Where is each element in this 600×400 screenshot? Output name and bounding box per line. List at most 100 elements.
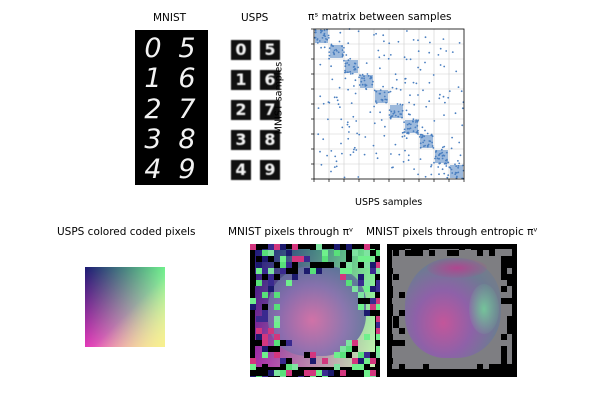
mnist-digit: 3 [144,124,162,155]
matrix-point [417,129,419,132]
edge-block [393,316,399,322]
matrix-point [433,120,436,122]
edge-block [453,250,459,256]
edge-block [513,322,517,328]
pixel-block [316,244,322,250]
matrix-point [316,42,319,44]
matrix-point [419,68,422,71]
matrix-point [358,133,361,136]
pixel-block [334,250,340,256]
edge-block [387,358,393,364]
matrix-point [399,89,402,91]
matrix-point [434,157,436,160]
pixel-block [268,370,274,376]
pixel-block [364,286,370,292]
matrix-point [412,39,415,41]
pixel-block [346,280,352,286]
matrix-point [382,85,384,88]
pixel-block [352,340,358,346]
matrix-point [387,57,390,60]
matrix-point [363,75,365,78]
matrix-point [358,76,360,79]
pixel-block [370,268,376,274]
transport-matrix-plot [311,28,465,182]
pixel-block [352,358,358,364]
pixel-block [376,346,380,352]
pixel-block [262,334,268,340]
matrix-point [430,173,433,176]
edge-block [489,250,495,256]
mnist-digit: 9 [178,154,196,185]
edge-block [387,304,393,310]
edge-block [501,334,507,340]
pixel-block [358,280,364,286]
matrix-point [397,115,400,118]
matrix-point [426,145,429,148]
matrix-point [429,41,431,44]
matrix-point [339,31,342,34]
matrix-point [359,74,361,77]
matrix-point [317,133,320,136]
through-pixel-noise [250,244,380,377]
pixel-block [334,364,340,370]
matrix-point [417,119,419,122]
matrix-point [330,150,333,152]
matrix-point [442,95,445,98]
matrix-point [320,30,323,32]
matrix-point [316,38,319,40]
matrix-point [439,64,442,66]
pixel-block [358,298,364,304]
matrix-point [412,81,415,84]
pixel-block [292,274,298,280]
matrix-point [353,148,355,151]
matrix-point [379,67,381,70]
pixel-block [340,244,346,250]
edge-block [441,370,447,376]
pixel-block [268,280,274,286]
matrix-point [347,88,349,91]
matrix-point [412,118,415,121]
matrix-point [401,109,404,112]
matrix-point [428,51,431,54]
edge-block [387,268,393,274]
mnist-digit: 4 [144,154,162,185]
matrix-point [390,110,393,113]
edge-block [513,358,517,364]
pixel-block [364,370,370,376]
pixel-block [286,364,292,370]
pixel-block [370,358,376,364]
matrix-point [403,135,406,137]
matrix-point [394,73,397,76]
matrix-point [455,70,458,73]
pixel-block [346,268,352,274]
pixel-block [346,256,352,262]
edge-block [513,274,517,280]
pixel-block [262,268,268,274]
pixel-block [256,268,262,274]
matrix-point [451,172,454,174]
matrix-point [417,94,419,96]
matrix-point [355,149,358,151]
pixel-block [334,244,340,250]
edge-block [489,244,495,250]
pixel-block [250,340,256,346]
edge-block [471,376,477,377]
pixel-block [280,376,286,377]
matrix-point [419,146,422,149]
edge-block [393,322,399,328]
usps-digit: 5 [260,40,280,60]
pixel-block [376,334,380,340]
matrix-point [401,116,403,119]
pixel-block [304,370,310,376]
edge-block [405,250,411,256]
matrix-point [353,146,356,149]
matrix-point [373,105,375,108]
pixel-block [310,358,316,364]
matrix-point [326,38,329,41]
matrix-point [352,151,355,153]
matrix-point [333,49,336,52]
pixel-block [304,268,310,274]
matrix-point [378,92,381,95]
edge-block [513,298,517,304]
pixel-block [340,262,346,268]
